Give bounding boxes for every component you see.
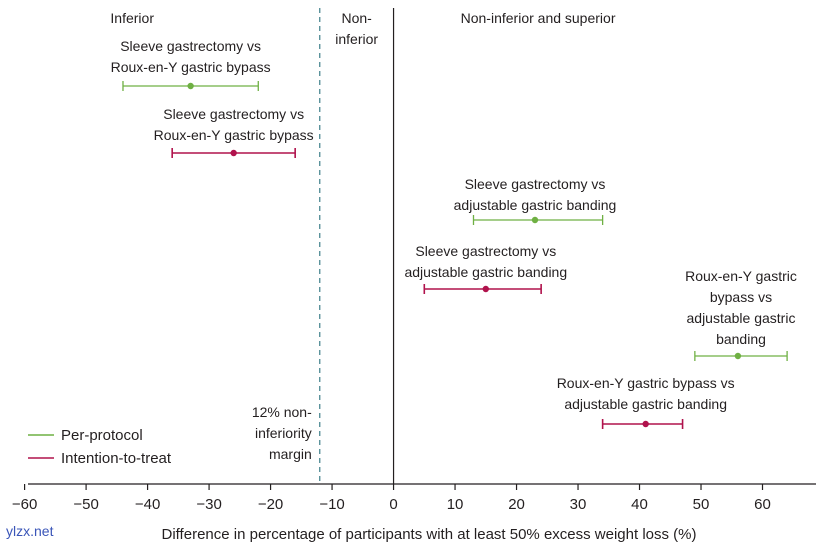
x-tick-label: −20 <box>258 496 283 513</box>
x-tick-label: −60 <box>12 496 37 513</box>
x-tick-label: 20 <box>508 496 525 513</box>
margin-label: inferiority <box>255 425 312 441</box>
estimate-label: Sleeve gastrectomy vs <box>120 38 261 54</box>
point-estimate <box>734 352 742 360</box>
estimate-label: adjustable gastric <box>687 310 796 326</box>
watermark: ylzx.net <box>6 523 54 539</box>
estimate-row: Roux-en-Y gastric bypass vs adjustable ga… <box>557 375 735 429</box>
point-estimate <box>531 216 539 224</box>
point-estimate <box>187 82 194 90</box>
region-label-inferior: Inferior <box>110 10 154 26</box>
estimate-label: adjustable gastric banding <box>564 396 727 412</box>
estimate-label: Roux-en-Y gastric bypass <box>154 127 314 143</box>
estimate-label: adjustable gastric banding <box>404 264 567 280</box>
x-tick-label: 0 <box>389 496 397 513</box>
estimate-label: bypass vs <box>710 289 772 305</box>
x-tick-label: −40 <box>135 496 160 513</box>
x-tick-label: −30 <box>196 496 221 513</box>
legend-label: Intention-to-treat <box>61 450 172 467</box>
estimate-label: Sleeve gastrectomy vs <box>163 106 304 122</box>
x-tick-label: 50 <box>693 496 710 513</box>
region-label-non-inferior: inferior <box>335 31 378 47</box>
estimate-label: adjustable gastric banding <box>454 197 617 213</box>
estimate-label: banding <box>716 331 766 347</box>
legend-label: Per-protocol <box>61 427 143 444</box>
estimate-row: Roux-en-Y gastric bypass vs adjustable gas… <box>685 268 797 361</box>
point-estimate <box>482 285 489 293</box>
x-tick-label: 60 <box>754 496 771 513</box>
estimate-row: Sleeve gastrectomy vs adjustable gastric … <box>404 243 567 294</box>
estimate-label: Sleeve gastrectomy vs <box>465 176 606 192</box>
x-axis-title: Difference in percentage of participants… <box>162 526 697 543</box>
estimate-label: Roux-en-Y gastric bypass vs <box>557 375 735 391</box>
estimate-label: Sleeve gastrectomy vs <box>415 243 556 259</box>
legend-item: Intention-to-treat <box>28 450 172 467</box>
x-tick-label: 10 <box>447 496 464 513</box>
x-tick-label: 30 <box>570 496 587 513</box>
margin-label: 12% non- <box>252 404 312 420</box>
estimate-label: Roux-en-Y gastric bypass <box>111 59 271 75</box>
estimate-row: Sleeve gastrectomy vs Roux-en-Y gastric b… <box>154 106 314 158</box>
point-estimate <box>230 149 237 157</box>
x-tick-label: 40 <box>631 496 648 513</box>
margin-label: margin <box>269 446 312 462</box>
point-estimate <box>642 420 649 428</box>
x-tick-label: −10 <box>319 496 344 513</box>
estimate-row: Sleeve gastrectomy vs Roux-en-Y gastric b… <box>111 38 271 91</box>
estimate-label: Roux-en-Y gastric <box>685 268 797 284</box>
region-label-superior: Non-inferior and superior <box>461 10 616 26</box>
estimate-row: Sleeve gastrectomy vs adjustable gastric … <box>454 176 617 225</box>
x-tick-label: −50 <box>73 496 98 513</box>
legend-item: Per-protocol <box>28 427 143 444</box>
region-label-non-inferior: Non- <box>341 10 372 26</box>
